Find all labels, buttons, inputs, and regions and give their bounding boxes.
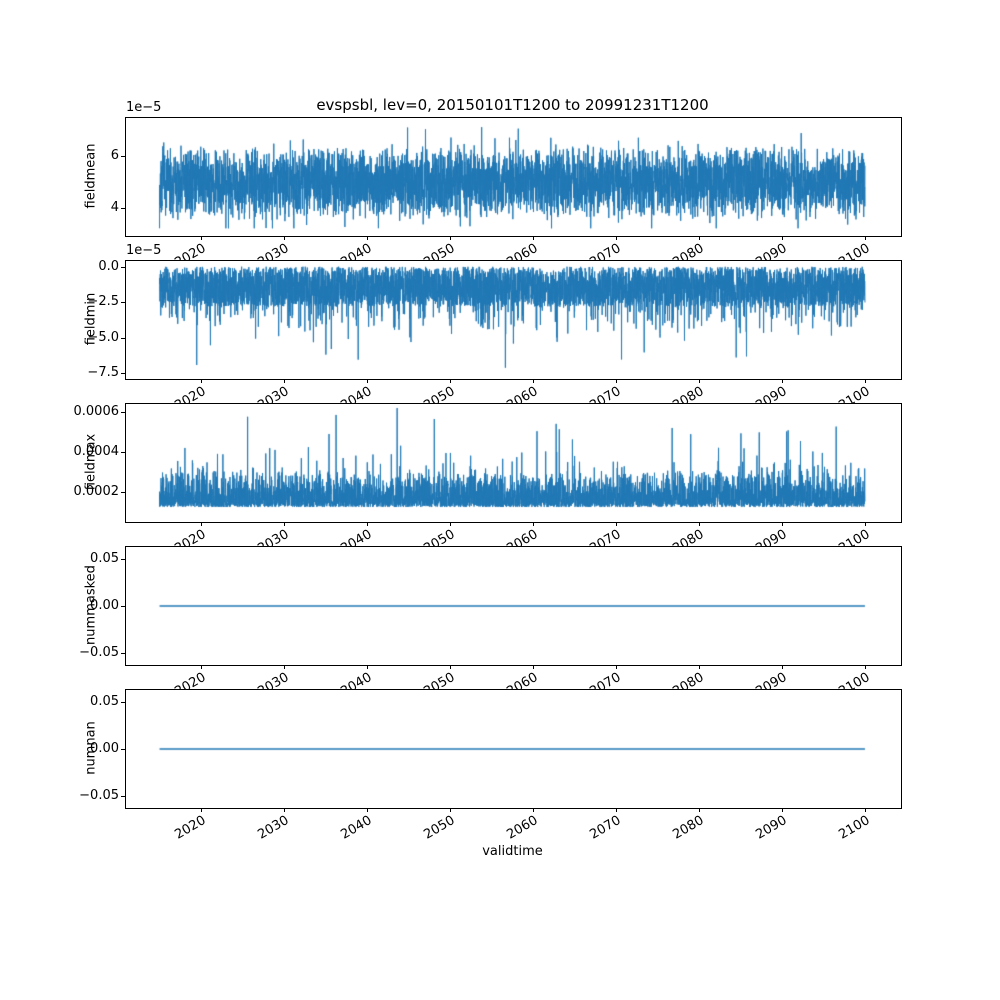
- x-tick: [616, 379, 617, 383]
- y-tick-label: 0.0: [98, 258, 119, 274]
- y-tick: [121, 702, 126, 703]
- x-tick: [782, 236, 783, 240]
- y-tick: [121, 559, 126, 560]
- y-tick-label: 0.00: [90, 598, 119, 613]
- x-tick: [450, 236, 451, 240]
- y-tick: [121, 749, 126, 750]
- y-tick-label: −0.05: [79, 645, 119, 661]
- plot-canvas-numnan: [126, 690, 901, 808]
- y-offset-label: 1e−5: [126, 243, 162, 258]
- axes-nummasked: 0.05 0.00 −0.05 2020 2030 2040 2050 2060 2070 208…: [79, 546, 902, 700]
- y-tick-label: 0.05: [90, 550, 119, 566]
- y-tick: [121, 267, 126, 268]
- y-tick: [121, 606, 126, 607]
- y-tick-label: −2.5: [87, 294, 119, 310]
- x-tick: [865, 236, 866, 240]
- x-tick: [284, 236, 285, 240]
- x-tick: [201, 665, 202, 669]
- x-tick: [699, 808, 700, 812]
- x-tick: [782, 808, 783, 812]
- x-tick: [201, 379, 202, 383]
- y-tick: [121, 452, 126, 453]
- y-tick: [121, 796, 126, 797]
- x-tick: [450, 522, 451, 526]
- y-tick: [121, 208, 126, 209]
- x-tick: [284, 522, 285, 526]
- x-tick: [284, 665, 285, 669]
- x-tick: [367, 379, 368, 383]
- x-tick: [367, 665, 368, 669]
- y-offset-label: 1e−5: [126, 100, 162, 115]
- x-axis-label: validtime: [482, 844, 543, 859]
- subplot-nummasked: nummasked 0.05 0.00 −0.05 2020 2030 2040 2050 2…: [0, 546, 1000, 700]
- subplot-numnan: numnan 0.05 0.00 −0.05 2020 2030 2040 2050 2060…: [0, 689, 1000, 843]
- y-axis-label-fieldmax: fieldmax: [83, 433, 99, 491]
- y-tick-label: 4: [110, 199, 119, 215]
- plot-canvas-fieldmean: [126, 118, 901, 236]
- y-tick-label: 0.0002: [73, 484, 120, 499]
- y-tick-label: 0.0004: [73, 444, 120, 459]
- x-tick: [782, 379, 783, 383]
- x-tick: [865, 665, 866, 669]
- y-tick: [121, 412, 126, 413]
- x-tick: [782, 665, 783, 669]
- y-tick-label: 0.05: [90, 693, 119, 709]
- x-tick: [865, 379, 866, 383]
- y-tick-label: −7.5: [87, 365, 119, 381]
- y-tick: [121, 492, 126, 493]
- y-tick-label: −0.05: [79, 788, 119, 804]
- x-tick: [533, 379, 534, 383]
- plot-canvas-nummasked: [126, 547, 901, 665]
- y-tick: [121, 338, 126, 339]
- x-tick: [284, 808, 285, 812]
- x-tick: [865, 522, 866, 526]
- y-tick-label: 6: [110, 148, 119, 164]
- x-tick: [616, 808, 617, 812]
- x-tick: [201, 236, 202, 240]
- x-tick: [782, 522, 783, 526]
- x-tick: [533, 236, 534, 240]
- axes-fieldmean: 1e−5 6 4 2020 2030 2040 2050 2060 2070 2080 2090 2…: [111, 100, 902, 271]
- x-tick: [699, 522, 700, 526]
- x-tick: [367, 522, 368, 526]
- subplot-fieldmin: fieldmin 1e−5 0.0 −2.5 −5.0 −7.5 2020 2030 204…: [0, 243, 1000, 414]
- x-tick: [865, 808, 866, 812]
- x-tick: [533, 808, 534, 812]
- x-tick: [367, 808, 368, 812]
- plot-canvas-fieldmax: [126, 404, 901, 522]
- x-tick: [616, 665, 617, 669]
- x-tick: [699, 379, 700, 383]
- subplot-fieldmax: fieldmax 0.0006 0.0004 0.0002 2020 2030 2040 2…: [0, 403, 1000, 557]
- y-tick: [121, 653, 126, 654]
- x-tick: [450, 665, 451, 669]
- y-tick: [121, 156, 126, 157]
- x-tick: [699, 665, 700, 669]
- y-tick-label: 0.00: [90, 741, 119, 756]
- x-tick: [367, 236, 368, 240]
- x-tick: [533, 665, 534, 669]
- axes-fieldmax: 0.0006 0.0004 0.0002 2020 2030 2040 2050 2060 20…: [74, 403, 902, 557]
- y-tick: [121, 373, 126, 374]
- x-tick: [533, 522, 534, 526]
- x-tick: [201, 808, 202, 812]
- axes-fieldmin: 1e−5 0.0 −2.5 −5.0 −7.5 2020 2030 2040 2050 2060…: [87, 243, 902, 414]
- y-tick-label: 0.0006: [73, 404, 120, 419]
- y-tick-label: −5.0: [87, 329, 119, 345]
- y-tick: [121, 302, 126, 303]
- figure-title: evspsbl, lev=0, 20150101T1200 to 2099123…: [316, 96, 709, 114]
- x-tick: [616, 522, 617, 526]
- x-tick: [284, 379, 285, 383]
- x-tick: [201, 522, 202, 526]
- axes-numnan: 0.05 0.00 −0.05 2020 2030 2040 2050 2060 2070 208…: [79, 689, 902, 843]
- subplot-fieldmean: fieldmean 1e−5 6 4 2020 2030 2040 2050 2060 207…: [0, 100, 1000, 271]
- plot-canvas-fieldmin: [126, 261, 901, 379]
- x-tick: [450, 379, 451, 383]
- x-tick: [450, 808, 451, 812]
- x-tick: [699, 236, 700, 240]
- x-tick: [616, 236, 617, 240]
